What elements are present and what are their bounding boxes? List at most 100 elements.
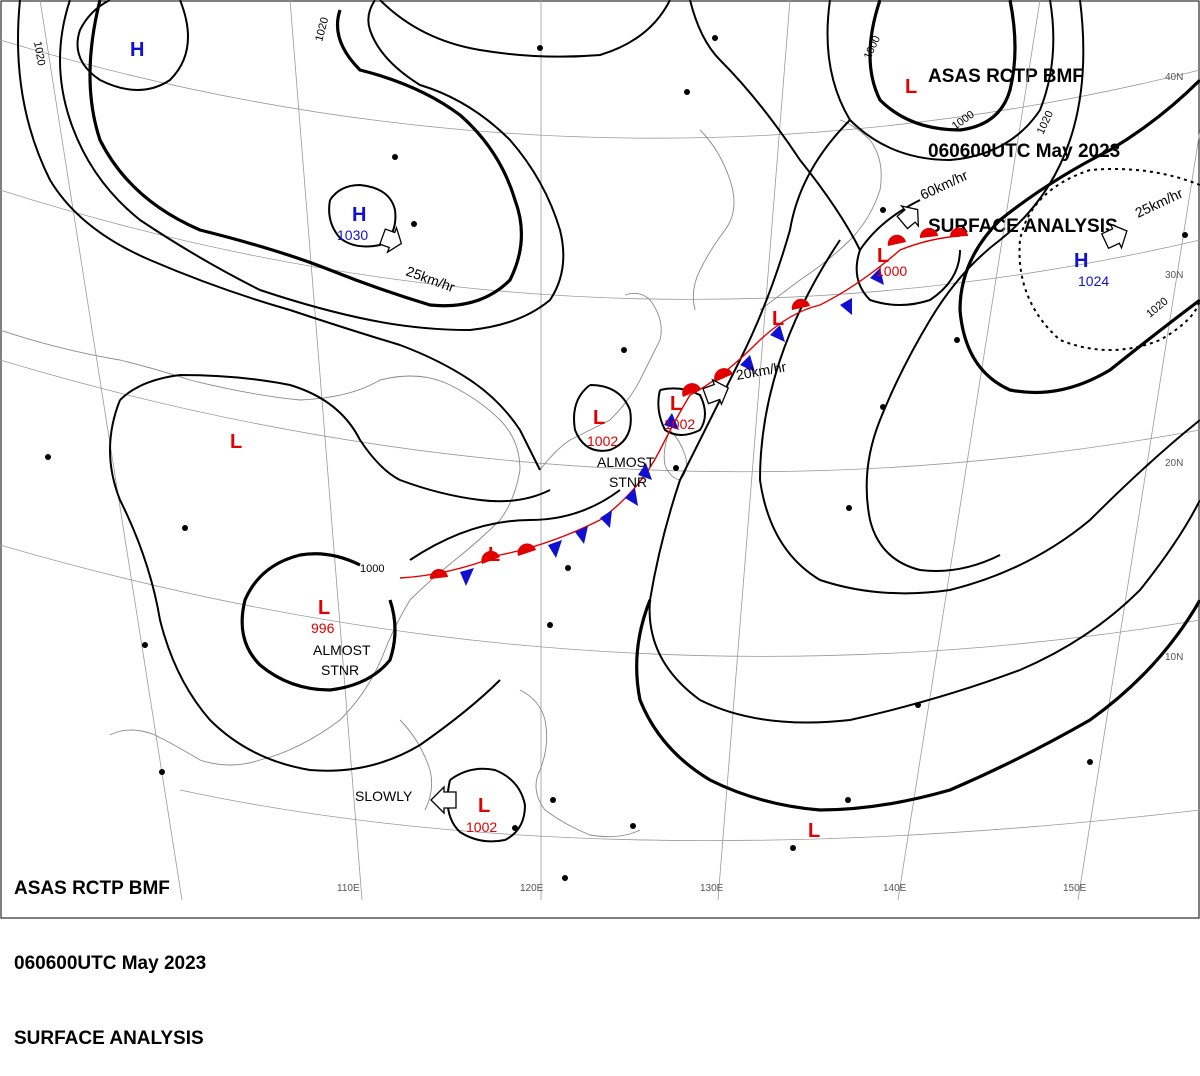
low-1002-mid: L 1002 [587,407,618,449]
grid-label-lon: 120E [520,883,544,894]
grid-line-lat [180,790,1200,841]
low-pressure-marker: L [670,393,682,415]
isobar [867,0,1084,571]
station-marker [915,702,921,708]
low-pressure-value: 996 [311,620,335,636]
low-pressure-marker: L [905,76,917,98]
philippines-coast [520,690,640,837]
isobar [870,0,1015,130]
grid-label-lat: 30N [1165,270,1183,281]
isobar [18,0,540,470]
system-note: STNR [609,474,647,490]
high-1030: H 1030 [337,204,368,243]
low-ne: L [905,76,917,98]
asian-coastline [0,330,520,765]
grid-label-lon: 130E [700,883,724,894]
low-pressure-marker: L [808,820,820,842]
weather-map: 110E 120E 130E 140E 150E 40N 30N 20N 10N [0,0,1200,919]
isobar-label: 1020 [31,40,47,66]
warm-front-symbol [518,544,536,556]
station-marker [159,769,165,775]
grid-label-lon: 110E [337,883,360,894]
system-note: ALMOST [313,642,371,658]
high-pressure-marker: H [352,204,366,226]
low-pressure-value: 1002 [587,433,618,449]
footer-line-3: SURFACE ANALYSIS [14,1026,206,1051]
cold-front-symbol [600,510,612,528]
isobar [828,0,1054,160]
movement-speed: 20km/hr [735,358,788,383]
grid-line-lon [290,0,362,900]
station-marker [790,845,796,851]
high-pressure-value: 1024 [1078,273,1109,289]
station-marker [547,622,553,628]
system-note: ALMOST [597,454,655,470]
station-marker [142,642,148,648]
low-pressure-marker: L [772,308,784,330]
low-996: L 996 [311,597,335,636]
station-marker [562,875,568,881]
korea-coast [693,130,734,310]
station-marker [392,154,398,160]
station-marker [684,89,690,95]
isobar [90,0,521,306]
system-note: STNR [321,662,359,678]
low-pressure-value: 1002 [664,416,695,432]
station-marker [621,347,627,353]
grid-label-lon: 140E [883,883,907,894]
isobar-label: 1020 [313,16,331,43]
station-marker [845,797,851,803]
cold-front-symbol [548,540,562,558]
station-marker [182,525,188,531]
warm-front-symbol [430,569,448,579]
station-marker [1182,232,1188,238]
longitude-grid [40,0,1200,900]
isobar-label: 1020 [1144,295,1170,320]
movement-arrow-icon [378,224,406,255]
high-nw: H [130,39,144,61]
station-marker [880,404,886,410]
station-marker [1087,759,1093,765]
isobar [760,240,1200,593]
low-front-jp: L [772,308,784,330]
isobar [110,400,500,771]
isobar-label: 1000 [862,34,883,61]
cold-front-symbol [460,568,474,586]
movement-arrow-icon [431,787,456,813]
station-marker [630,823,636,829]
grid-label-lat: 20N [1165,458,1183,469]
low-pressure-marker: L [318,597,330,619]
station-marker [411,221,417,227]
movement-speed: 25km/hr [404,263,457,295]
movement-arrow-icon [1100,219,1133,253]
warm-front-symbol [888,235,906,246]
grid-label-lat: 40N [1165,72,1183,83]
high-pressure-marker: H [1074,250,1088,272]
low-pressure-marker: L [488,544,500,566]
high-pressure-value: 1030 [337,227,368,243]
low-west: L [230,431,242,453]
low-1002-south: L 1002 [466,795,497,835]
station-marker [550,797,556,803]
footer-line-2: 060600UTC May 2023 [14,951,206,976]
station-marker [512,825,518,831]
station-marker [45,454,51,460]
station-marker [846,505,852,511]
isobar [380,0,670,57]
high-1024: H 1024 [1074,250,1109,289]
station-marker [880,207,886,213]
movement-arrows [378,200,1132,813]
low-se: L [808,820,820,842]
movement-speed: SLOWLY [355,788,413,804]
movement-speed: 25km/hr [1133,185,1186,221]
isobar-label: 1000 [360,563,384,575]
station-marker [565,565,571,571]
station-marker [673,465,679,471]
low-pressure-marker: L [593,407,605,429]
warm-front-symbol [920,228,938,238]
high-pressure-marker: H [130,39,144,61]
low-pressure-value: 1000 [876,263,907,279]
cold-front-symbol [840,298,852,315]
station-marker [954,337,960,343]
isobar [960,80,1200,393]
